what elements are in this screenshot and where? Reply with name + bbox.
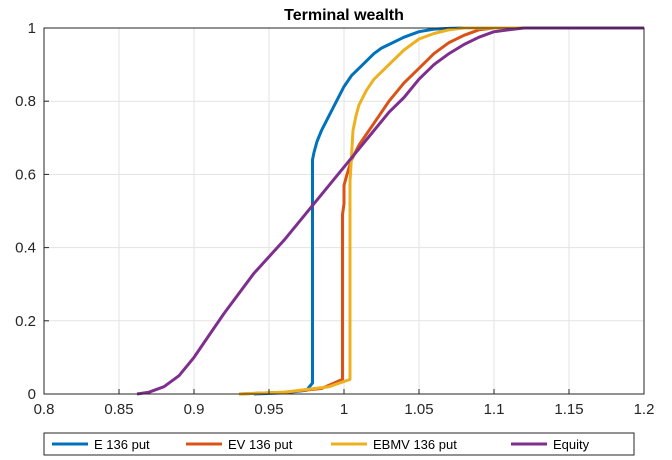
y-tick-label: 0.8	[15, 93, 36, 110]
series-line-1	[238, 26, 644, 396]
y-tick-label: 1	[28, 20, 36, 37]
y-tick-label: 0.6	[15, 166, 36, 183]
x-tick-label: 1.2	[634, 401, 655, 418]
x-tick-label: 1.1	[484, 401, 505, 418]
x-tick-label: 0.85	[104, 401, 133, 418]
x-tick-label: 0.9	[184, 401, 205, 418]
legend: E 136 put EV 136 put EBMV 136 put Equity	[43, 432, 635, 456]
y-tick-label: 0	[28, 386, 36, 403]
x-tick-label: 0.8	[34, 401, 55, 418]
legend-label-3: Equity	[553, 437, 590, 452]
ticks: 0.8 0.85 0.9 0.95 1 1.05 1.1 1.15 1.2 0 0.2 0.4 0.6 0…	[15, 20, 654, 418]
series-line-2	[238, 26, 644, 396]
x-tick-label: 0.95	[254, 401, 283, 418]
series-group	[136, 26, 644, 396]
legend-label-0: E 136 put	[94, 437, 150, 452]
x-tick-label: 1.15	[554, 401, 583, 418]
series-line-0	[253, 26, 644, 396]
legend-label-1: EV 136 put	[228, 437, 293, 452]
chart-title: Terminal wealth	[284, 7, 404, 24]
x-tick-label: 1	[340, 401, 348, 418]
x-tick-label: 1.05	[404, 401, 433, 418]
legend-label-2: EBMV 136 put	[373, 437, 457, 452]
y-tick-label: 0.2	[15, 313, 36, 330]
y-tick-label: 0.4	[15, 240, 36, 257]
series-line-3	[136, 26, 644, 396]
